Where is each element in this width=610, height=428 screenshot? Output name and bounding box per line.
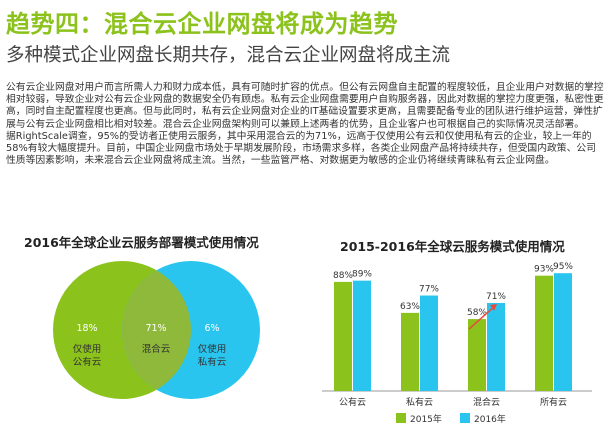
bar-value-label: 71%: [486, 292, 506, 302]
bar-value-label: 93%: [534, 265, 554, 275]
bar-value-label: 88%: [333, 271, 353, 281]
bar-value-label: 58%: [467, 308, 487, 318]
legend-label: 2015年: [410, 413, 442, 425]
category-label: 混合云: [473, 396, 500, 408]
hybrid-growth-arrowhead: [490, 303, 497, 311]
hybrid-growth-arrow: [468, 305, 496, 330]
body-text: 公有云企业网盘对用户而言所需人力和财力成本低，具有可随时扩容的优点。但公有云网盘…: [6, 82, 604, 167]
bar-2016年-公有云: [353, 280, 371, 391]
category-label: 所有云: [540, 396, 567, 408]
bar-2015年-所有云: [535, 275, 553, 391]
bar-chart-title: 2015-2016年全球云服务模式使用情况: [340, 239, 565, 254]
legend-swatch: [460, 413, 470, 423]
paragraph: 公有云企业网盘对用户而言所需人力和财力成本低，具有可随时扩容的优点。但公有云网盘…: [6, 82, 604, 130]
legend-swatch: [396, 413, 406, 423]
bar-2015年-私有云: [401, 312, 419, 391]
bar-value-label: 77%: [419, 285, 439, 295]
bar-value-label: 89%: [352, 270, 372, 280]
page-title: 趋势四：混合云企业网盘将成为趋势: [6, 10, 398, 38]
bar-2015年-混合云: [468, 319, 486, 391]
bar-2016年-私有云: [420, 295, 438, 391]
bar-value-label: 63%: [400, 302, 420, 312]
venn-title: 2016年全球企业云服务部署模式使用情况: [24, 235, 259, 250]
bar-2015年-公有云: [334, 281, 352, 391]
bar-2016年-混合云: [487, 302, 505, 391]
bar-2016年-所有云: [554, 273, 572, 391]
category-label: 私有云: [406, 396, 433, 408]
category-label: 公有云: [339, 396, 366, 408]
bar-value-label: 95%: [553, 262, 573, 272]
paragraph: 据RightScale调查，95%的受访者正使用云服务，其中采用混合云的为71%…: [6, 130, 596, 167]
legend-label: 2016年: [474, 413, 506, 425]
page-subtitle: 多种模式企业网盘长期共存，混合云企业网盘将成主流: [6, 45, 451, 66]
